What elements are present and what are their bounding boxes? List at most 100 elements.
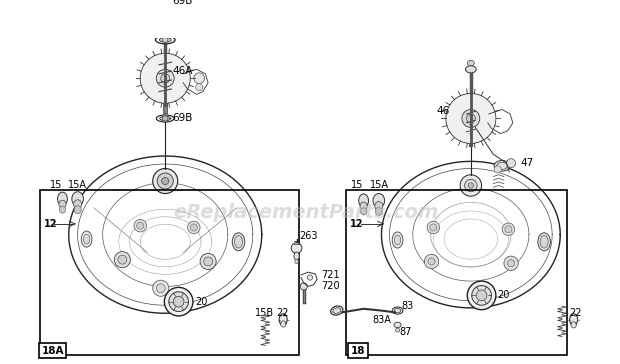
Circle shape <box>462 110 480 127</box>
Text: 15A: 15A <box>68 181 87 190</box>
Ellipse shape <box>81 231 92 247</box>
Ellipse shape <box>540 236 548 248</box>
Circle shape <box>164 287 193 316</box>
Circle shape <box>162 37 168 43</box>
Circle shape <box>464 179 477 192</box>
Text: 12: 12 <box>350 219 364 229</box>
Circle shape <box>428 258 435 265</box>
Ellipse shape <box>156 0 174 6</box>
Circle shape <box>161 74 170 83</box>
Ellipse shape <box>467 60 474 66</box>
Ellipse shape <box>160 116 171 121</box>
Circle shape <box>118 255 127 264</box>
Circle shape <box>156 69 174 87</box>
Ellipse shape <box>232 233 245 251</box>
Ellipse shape <box>72 192 84 206</box>
Circle shape <box>169 292 188 312</box>
Text: 721: 721 <box>321 270 339 280</box>
Ellipse shape <box>234 236 242 248</box>
Circle shape <box>507 159 515 167</box>
Ellipse shape <box>294 259 298 264</box>
Text: 15: 15 <box>50 181 63 190</box>
Ellipse shape <box>466 66 476 73</box>
Ellipse shape <box>359 194 368 207</box>
Circle shape <box>502 223 515 236</box>
Circle shape <box>472 286 492 305</box>
Circle shape <box>446 94 496 143</box>
Circle shape <box>153 280 169 296</box>
Ellipse shape <box>74 200 82 209</box>
Text: 22: 22 <box>276 308 288 318</box>
Ellipse shape <box>394 235 401 245</box>
Ellipse shape <box>160 0 171 4</box>
Ellipse shape <box>59 200 66 208</box>
Circle shape <box>508 260 515 267</box>
Circle shape <box>494 166 501 173</box>
Circle shape <box>162 116 168 121</box>
Text: 263: 263 <box>299 232 318 241</box>
Circle shape <box>476 290 487 301</box>
Circle shape <box>162 177 169 185</box>
Bar <box>346 190 567 355</box>
Circle shape <box>114 252 130 268</box>
Ellipse shape <box>156 115 174 122</box>
Text: 83A: 83A <box>373 314 391 325</box>
Text: 20: 20 <box>498 290 510 300</box>
Circle shape <box>291 243 302 253</box>
Ellipse shape <box>84 234 90 244</box>
Ellipse shape <box>494 161 510 171</box>
Text: eReplacementParts.com: eReplacementParts.com <box>173 203 438 222</box>
Text: 18: 18 <box>351 346 366 356</box>
Text: 69B: 69B <box>172 114 193 123</box>
Circle shape <box>156 284 166 293</box>
Circle shape <box>460 175 482 196</box>
Text: 46A: 46A <box>172 66 193 76</box>
Ellipse shape <box>373 194 384 208</box>
Text: 15B: 15B <box>255 308 273 318</box>
Circle shape <box>162 0 168 5</box>
Ellipse shape <box>396 328 400 332</box>
Circle shape <box>157 173 173 189</box>
Circle shape <box>427 221 440 234</box>
Circle shape <box>173 296 184 307</box>
Circle shape <box>136 222 144 229</box>
Ellipse shape <box>394 308 401 313</box>
Text: 18A: 18A <box>42 346 64 356</box>
Ellipse shape <box>360 202 367 210</box>
Text: 12: 12 <box>43 219 57 229</box>
Circle shape <box>140 53 190 103</box>
Ellipse shape <box>392 232 403 248</box>
Ellipse shape <box>60 206 66 213</box>
Text: 15: 15 <box>351 181 363 190</box>
Ellipse shape <box>294 252 299 260</box>
Text: 20: 20 <box>196 297 208 306</box>
Ellipse shape <box>58 192 68 206</box>
Circle shape <box>196 84 203 91</box>
Bar <box>40 190 299 355</box>
Ellipse shape <box>279 314 287 325</box>
Ellipse shape <box>570 314 578 325</box>
Ellipse shape <box>497 162 508 169</box>
Circle shape <box>188 221 200 234</box>
Circle shape <box>194 73 205 84</box>
Text: 46: 46 <box>437 106 450 116</box>
Ellipse shape <box>375 207 383 215</box>
Ellipse shape <box>280 321 286 327</box>
Ellipse shape <box>74 206 81 214</box>
Ellipse shape <box>394 322 401 328</box>
Ellipse shape <box>538 233 551 251</box>
Ellipse shape <box>360 208 367 215</box>
Ellipse shape <box>374 202 383 210</box>
Ellipse shape <box>159 37 171 42</box>
Ellipse shape <box>392 307 403 314</box>
Circle shape <box>300 283 308 290</box>
Circle shape <box>200 253 216 269</box>
Circle shape <box>430 224 437 231</box>
Circle shape <box>153 169 178 194</box>
Circle shape <box>134 219 146 232</box>
Text: 69B: 69B <box>172 0 193 5</box>
Text: 47: 47 <box>520 158 533 168</box>
Circle shape <box>504 256 518 270</box>
Ellipse shape <box>571 322 577 328</box>
Circle shape <box>308 275 312 280</box>
